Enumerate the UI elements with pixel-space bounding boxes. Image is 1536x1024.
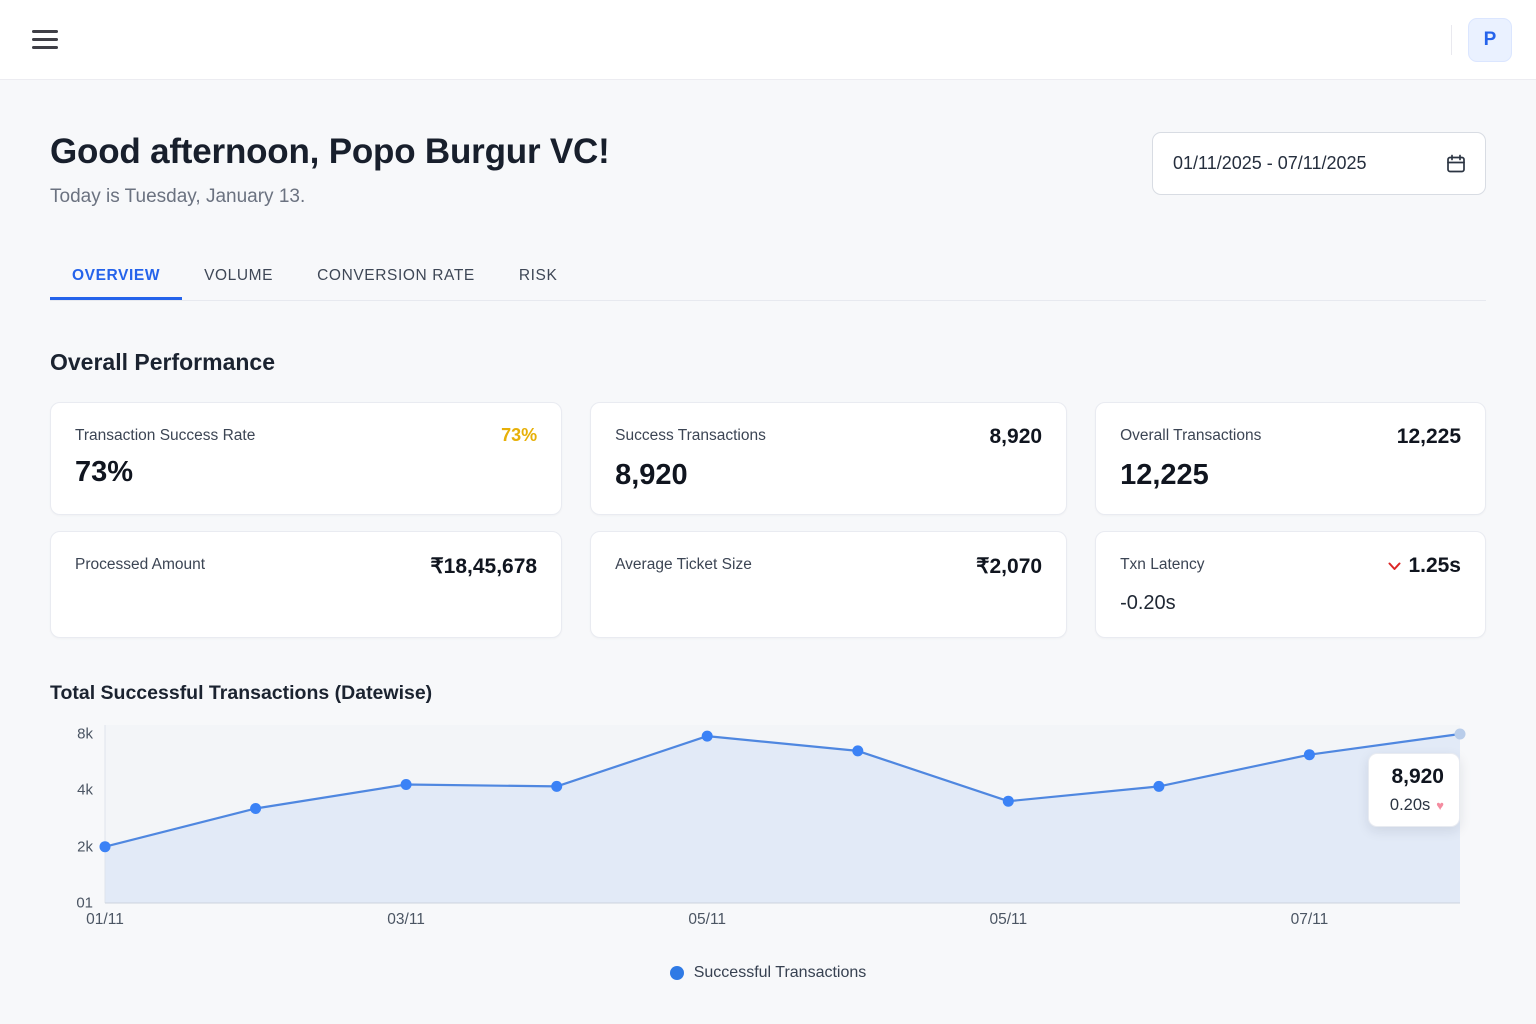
chart-plot-area[interactable]: 8,920 0.20s ♥ 01/11 03/11 05/11 05/11 07/11: [86, 725, 1466, 928]
card-corner-value: 12,225: [1396, 425, 1461, 448]
section-title: Overall Performance: [50, 349, 276, 375]
x-tick-label: 07/11: [1290, 911, 1329, 928]
transactions-chart: 8k 4k 2k 01 8,920 0.20s ♥ 01/11 03/11 05/1…: [50, 725, 1486, 937]
x-tick-label: 05/11: [688, 911, 727, 928]
main-content: Good afternoon, Popo Burgur VC! Today is…: [0, 132, 1536, 983]
card-main-value: 73%: [75, 456, 134, 488]
y-tick-label: 4k: [77, 781, 93, 799]
heart-icon: ♥: [1436, 798, 1444, 813]
x-tick-label: 05/11: [989, 911, 1028, 928]
card-delta-value: -0.20s: [1120, 592, 1176, 614]
tab-conversion-rate[interactable]: CONVERSION RATE: [295, 252, 497, 300]
chart-legend-item[interactable]: Successful Transactions: [50, 963, 1486, 983]
card-overall-transactions: Overall Transactions 12,225 12,225: [1095, 402, 1486, 515]
legend-dot: [669, 966, 684, 980]
card-main-value: 12,225: [1120, 459, 1209, 491]
card-title: Transaction Success Rate: [75, 427, 256, 444]
topbar-divider: [1451, 24, 1452, 55]
hamburger-menu-button[interactable]: [24, 22, 66, 57]
card-processed-amount: Processed Amount ₹18,45,678: [50, 531, 563, 638]
card-average-ticket-size: Average Ticket Size ₹2,070: [590, 531, 1068, 638]
card-corner-value: 73%: [501, 425, 538, 445]
card-title: Average Ticket Size: [615, 556, 752, 573]
chart-tooltip: 8,920 0.20s ♥: [1368, 753, 1460, 827]
card-corner-value: 8,920: [989, 425, 1043, 448]
page-header: Good afternoon, Popo Burgur VC! Today is…: [50, 132, 1486, 208]
x-tick-label: 01/11: [86, 911, 124, 928]
legend-label: Successful Transactions: [693, 964, 867, 981]
card-corner-value: ₹2,070: [976, 555, 1043, 578]
card-transaction-success-rate: Transaction Success Rate 73% 73%: [50, 402, 563, 515]
card-main-value: 8,920: [615, 459, 688, 491]
kpi-cards: Transaction Success Rate 73% 73% Success…: [50, 402, 1486, 638]
date-range-text: 01/11/2025 - 07/11/2025: [1173, 153, 1367, 173]
chart-x-axis: 01/11 03/11 05/11 05/11 07/11: [86, 911, 1460, 935]
y-tick-label: 2k: [77, 838, 93, 856]
tab-volume[interactable]: VOLUME: [182, 252, 295, 300]
chart-y-axis: 8k 4k 2k 01: [50, 725, 105, 912]
card-corner-value: 1.25s: [1408, 554, 1461, 577]
date-range-picker[interactable]: 01/11/2025 - 07/11/2025: [1152, 132, 1486, 195]
card-title: Success Transactions: [615, 427, 766, 444]
tab-overview[interactable]: OVERVIEW: [50, 252, 182, 300]
tooltip-value: 8,920: [1391, 765, 1444, 788]
x-tick-label: 03/11: [387, 911, 425, 928]
today-line: Today is Tuesday, January 13.: [50, 186, 306, 207]
tab-risk[interactable]: RISK: [497, 252, 580, 300]
page-title: Good afternoon, Popo Burgur VC!: [50, 132, 610, 171]
card-corner-value: ₹18,45,678: [430, 555, 538, 578]
tab-bar: OVERVIEW VOLUME CONVERSION RATE RISK: [50, 252, 1486, 301]
trend-down-icon: [1388, 562, 1401, 570]
calendar-icon: [1447, 154, 1465, 172]
y-tick-label: 01: [76, 894, 93, 912]
card-success-transactions: Success Transactions 8,920 8,920: [590, 402, 1068, 515]
line-chart-svg: [99, 725, 1466, 904]
card-title: Processed Amount: [75, 556, 206, 573]
tooltip-secondary: 0.20s: [1389, 796, 1431, 814]
topbar: P: [0, 0, 1536, 80]
avatar[interactable]: P: [1468, 17, 1512, 62]
y-tick-label: 8k: [77, 725, 93, 743]
card-txn-latency: Txn Latency 1.25s -0.20s: [1095, 531, 1486, 638]
chart-title: Total Successful Transactions (Datewise): [50, 682, 433, 704]
card-title: Overall Transactions: [1120, 427, 1262, 444]
card-title: Txn Latency: [1120, 556, 1205, 573]
